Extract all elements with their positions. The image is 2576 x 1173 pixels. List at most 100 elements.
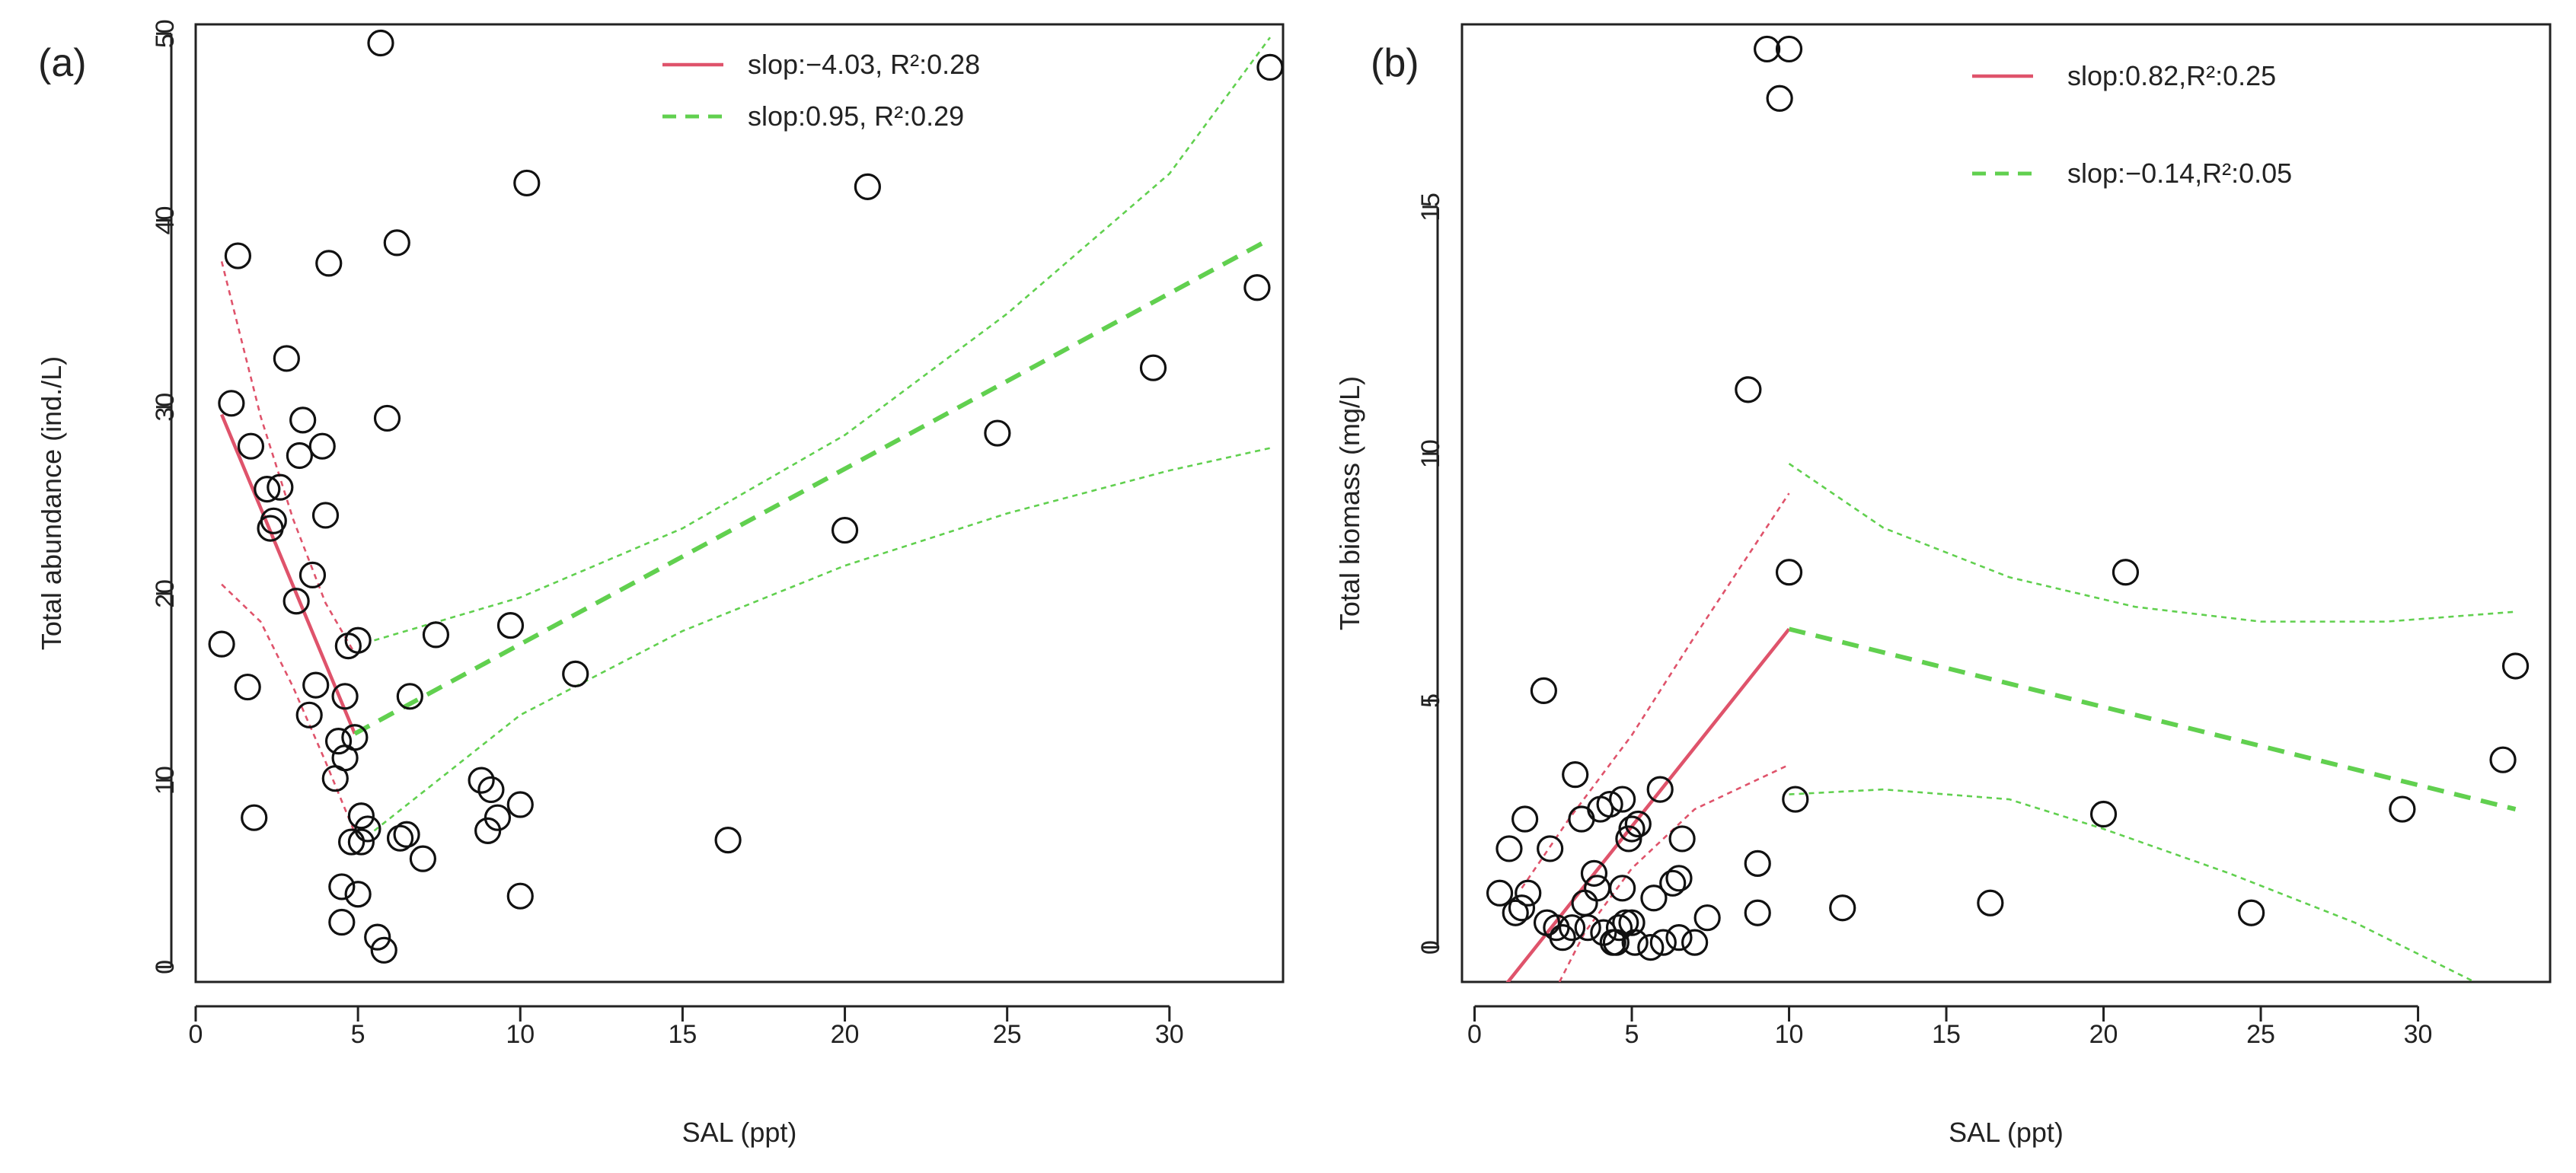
- data-point: [341, 724, 369, 751]
- confidence-band-line: [221, 583, 356, 834]
- panel-label: (b): [1371, 41, 1419, 85]
- data-point: [1580, 859, 1608, 887]
- data-point: [1558, 914, 1586, 942]
- data-point: [260, 507, 287, 534]
- plot-area: [1486, 35, 2530, 982]
- data-point: [237, 432, 265, 460]
- confidence-band-line: [220, 261, 356, 655]
- data-point: [1605, 914, 1633, 942]
- y-tick-label: 10: [151, 766, 180, 795]
- y-tick-label: 30: [151, 393, 180, 422]
- data-point: [1562, 761, 1589, 789]
- data-point: [386, 824, 414, 852]
- data-point: [1574, 914, 1601, 942]
- data-point: [1659, 869, 1687, 897]
- plot-frame: [194, 23, 1285, 983]
- x-axis-title: SAL (ppt): [1949, 1117, 2064, 1148]
- data-point: [1668, 825, 1696, 853]
- data-point: [302, 671, 330, 699]
- data-point: [1775, 35, 1803, 63]
- data-point: [1618, 815, 1646, 843]
- legend-label: slop:−4.03, R²:0.28: [748, 49, 980, 80]
- confidence-band-line: [1521, 492, 1790, 889]
- data-point: [1621, 929, 1649, 956]
- data-point: [1782, 786, 1809, 813]
- y-axis-title: Total biomass (mg/L): [1334, 376, 1365, 630]
- data-point: [1637, 934, 1665, 961]
- data-point: [1693, 904, 1721, 932]
- data-point: [831, 516, 859, 544]
- y-tick-label: 40: [151, 206, 180, 235]
- y-tick-label: 50: [151, 19, 180, 48]
- data-point: [344, 626, 372, 654]
- data-point: [984, 419, 1011, 447]
- data-point: [513, 169, 541, 197]
- x-tick-label: 30: [1155, 1020, 1184, 1049]
- data-point: [1609, 786, 1636, 813]
- legend: slop:0.82,R²:0.25 slop:−0.14,R²:0.05: [1972, 60, 2292, 189]
- data-point: [1243, 274, 1271, 301]
- data-point: [354, 815, 381, 843]
- data-point: [714, 827, 742, 854]
- data-point: [854, 173, 881, 200]
- data-point: [468, 767, 495, 794]
- data-point: [273, 345, 300, 372]
- data-point: [1502, 899, 1529, 926]
- data-point: [328, 873, 356, 900]
- data-point: [1256, 53, 1283, 81]
- x-tick-label: 20: [831, 1020, 860, 1049]
- data-point: [1977, 889, 2004, 916]
- x-tick-label: 15: [668, 1020, 697, 1049]
- data-point: [1571, 889, 1598, 916]
- y-tick-label: 10: [1416, 439, 1445, 468]
- x-tick-label: 10: [506, 1020, 535, 1049]
- data-point: [496, 612, 525, 639]
- x-tick-label: 25: [993, 1020, 1022, 1049]
- data-point: [1649, 929, 1677, 956]
- data-point: [2501, 652, 2530, 680]
- data-point: [338, 828, 365, 856]
- data-point: [1640, 885, 1668, 912]
- x-axis-title: SAL (ppt): [682, 1117, 797, 1148]
- data-point: [344, 881, 372, 908]
- data-point: [506, 882, 534, 910]
- regression-line-solid: [1505, 627, 1791, 982]
- data-point: [315, 250, 343, 277]
- data-point: [477, 776, 505, 804]
- data-point: [1609, 875, 1636, 902]
- data-point: [1735, 376, 1762, 403]
- y-tick-label: 0: [1416, 940, 1445, 955]
- data-point: [218, 390, 245, 417]
- data-point: [241, 804, 268, 831]
- data-point: [1511, 805, 1539, 833]
- data-point: [1754, 35, 1781, 63]
- data-point: [331, 683, 359, 710]
- data-point: [1829, 894, 1856, 922]
- data-point: [1775, 559, 1803, 586]
- x-tick-label: 0: [189, 1020, 203, 1049]
- y-axis-title: Total abundance (ind./L): [36, 356, 67, 650]
- data-point: [347, 802, 375, 830]
- data-point: [324, 728, 353, 755]
- data-point: [2389, 795, 2416, 823]
- y-tick-label: 15: [1416, 193, 1445, 222]
- data-point: [208, 630, 235, 658]
- legend-label: slop:−0.14,R²:0.05: [2067, 158, 2292, 189]
- regression-line-dashed: [353, 237, 1272, 736]
- x-tick-label: 25: [2246, 1020, 2275, 1049]
- chart-panel-a: 0 5 10 15 20 25 30 0 10 20 30 40 50 SAL (ppt) Total ab…: [36, 19, 1285, 1148]
- data-point: [1744, 849, 1771, 877]
- x-tick-label: 5: [351, 1020, 365, 1049]
- data-point: [383, 229, 410, 257]
- data-point: [1646, 776, 1674, 803]
- data-point: [1530, 677, 1557, 705]
- data-point: [311, 502, 340, 529]
- data-point: [1583, 875, 1611, 902]
- data-point: [367, 29, 394, 57]
- data-point: [224, 242, 252, 269]
- data-point: [1549, 924, 1576, 951]
- data-point: [267, 473, 294, 501]
- x-tick-label: 10: [1775, 1020, 1804, 1049]
- plot-frame: [1460, 23, 2552, 983]
